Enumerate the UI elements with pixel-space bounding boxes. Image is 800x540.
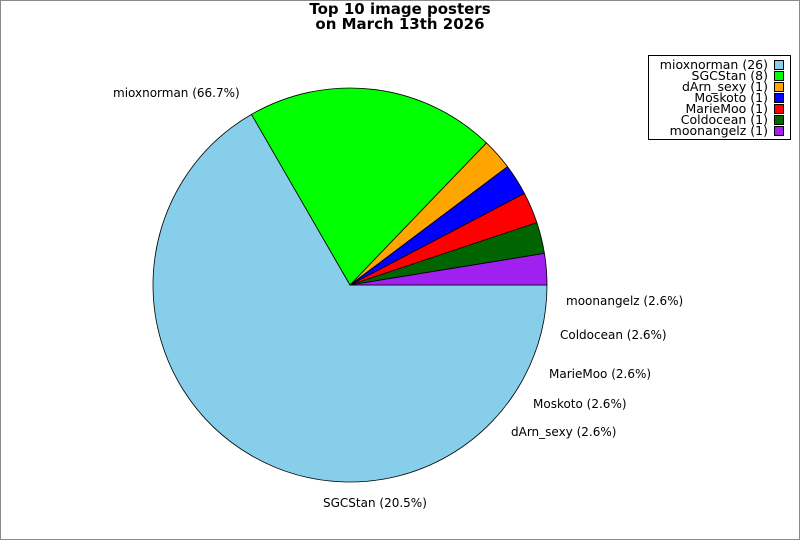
slice-label-mioxnorman: mioxnorman (66.7%) — [113, 86, 240, 100]
slice-label-sgcstan: SGCStan (20.5%) — [323, 496, 427, 510]
legend-label: Coldocean (1) — [680, 112, 768, 127]
legend-item-moonangelz: moonangelz (1) — [669, 123, 784, 138]
slice-label-moonangelz: moonangelz (2.6%) — [566, 294, 683, 308]
chart-title-line-1: Top 10 image posters — [309, 0, 491, 18]
legend-swatch — [774, 70, 784, 81]
legend-label: Moskoto (1) — [694, 90, 768, 105]
legend-label: MarieMoo (1) — [685, 101, 768, 116]
legend-item-coldocean: Coldocean (1) — [680, 112, 784, 127]
legend-item-sgcstan: SGCStan (8) — [691, 68, 784, 83]
chart-title-line-2: on March 13th 2026 — [315, 15, 485, 33]
chart-title: Top 10 image posters on March 13th 2026 — [0, 2, 800, 32]
legend-label: dArn_sexy (1) — [681, 79, 768, 94]
legend-swatch — [774, 92, 784, 103]
slice-label-moskoto: Moskoto (2.6%) — [533, 397, 627, 411]
legend-swatch — [774, 103, 784, 114]
pie-slice-mioxnorman — [152, 113, 548, 483]
legend-swatch — [774, 114, 784, 125]
legend-label: mioxnorman (26) — [659, 57, 768, 72]
legend-item-darn-sexy: dArn_sexy (1) — [681, 79, 784, 94]
legend-label: SGCStan (8) — [691, 68, 768, 83]
pie-labels: mioxnorman (66.7%) SGCStan (20.5%) dArn_se… — [113, 86, 683, 510]
slice-label-coldocean: Coldocean (2.6%) — [560, 328, 667, 342]
legend-item-moskoto: Moskoto (1) — [694, 90, 784, 105]
legend-item-mariemoo: MarieMoo (1) — [685, 101, 784, 116]
slice-label-darn-sexy: dArn_sexy (2.6%) — [511, 425, 616, 439]
legend-item-mioxnorman: mioxnorman (26) — [659, 57, 784, 72]
legend-swatch — [774, 81, 784, 92]
pie-slices — [152, 87, 548, 483]
slice-label-mariemoo: MarieMoo (2.6%) — [549, 367, 651, 381]
legend-swatch — [774, 125, 784, 136]
legend: mioxnorman (26) SGCStan (8) dArn_sexy (1) M… — [648, 55, 791, 140]
legend-label: moonangelz (1) — [669, 123, 768, 138]
pie-slice-sgcstan — [250, 87, 488, 286]
legend-swatch — [774, 59, 784, 70]
pie-slice-moonangelz — [349, 252, 548, 286]
